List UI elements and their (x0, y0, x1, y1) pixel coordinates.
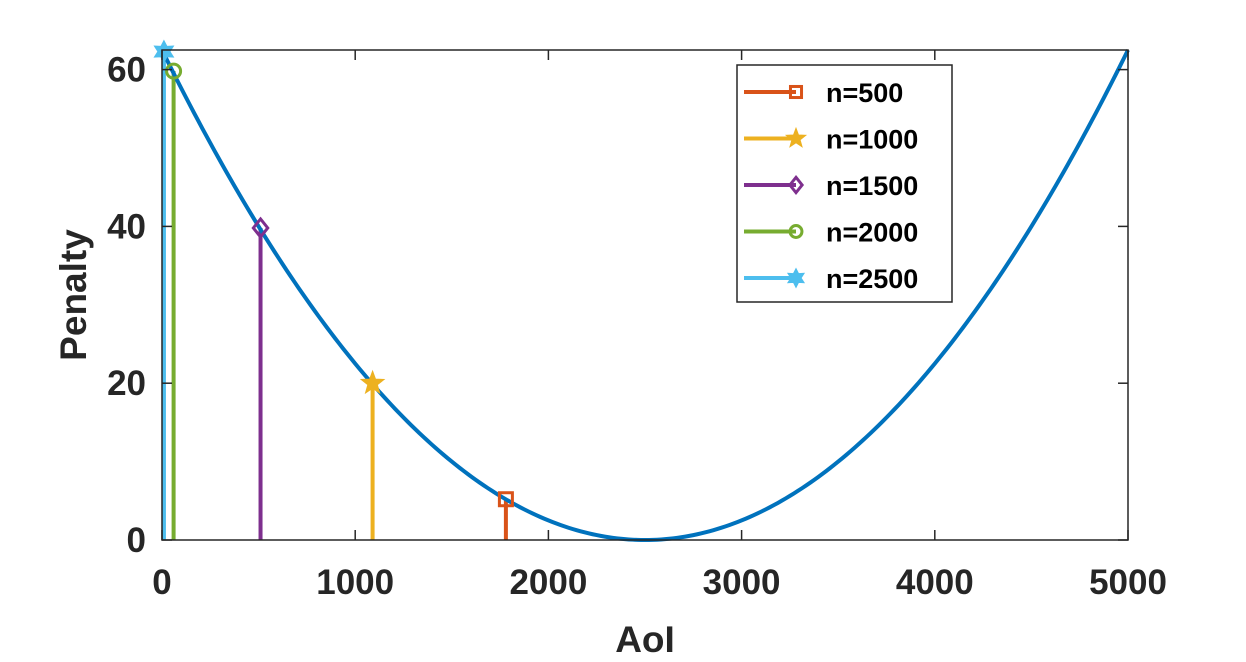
x-tick-label: 4000 (896, 563, 974, 602)
data-marker (251, 216, 270, 240)
legend-item: n=500 (744, 78, 903, 108)
y-tick-labels: 0 20 40 60 (107, 51, 146, 560)
y-tick-label: 20 (107, 364, 146, 403)
x-tick-label: 5000 (1089, 563, 1167, 602)
legend-label: n=1000 (826, 125, 918, 155)
legend-item: n=2500 (744, 264, 918, 294)
y-axis-label: Penalty (53, 229, 94, 361)
x-tick-label: 1000 (316, 563, 394, 602)
x-tick-label: 2000 (509, 563, 587, 602)
x-tick-label: 3000 (703, 563, 781, 602)
legend-marker (784, 126, 808, 148)
legend-label: n=500 (826, 78, 903, 108)
legend-item: n=2000 (744, 218, 918, 248)
x-tick-label: 0 (152, 563, 171, 602)
data-marker (165, 62, 183, 80)
data-marker (359, 369, 386, 395)
markers-layer (153, 39, 514, 508)
legend-box (736, 64, 953, 303)
x-axis-label: AoI (615, 619, 675, 660)
legend-label: n=1500 (826, 171, 918, 201)
legend-marker (786, 267, 806, 289)
y-tick-label: 60 (107, 51, 146, 90)
legend-marker (788, 84, 804, 100)
legend: n=500 n=1000 n=1500 n=2000 n=2500 (736, 64, 953, 303)
stems-layer (161, 51, 508, 540)
y-tick-label: 0 (127, 521, 146, 560)
plot-frame (161, 49, 1129, 541)
axis-ticks (161, 50, 1129, 541)
legend-marker (788, 224, 804, 239)
data-marker (153, 39, 175, 64)
legend-item: n=1000 (744, 125, 918, 155)
legend-label: n=2000 (826, 218, 918, 248)
legend-item: n=1500 (744, 171, 918, 201)
plot-background (162, 50, 1128, 540)
y-tick-label: 40 (107, 207, 146, 246)
legend-marker (787, 174, 805, 196)
legend-label: n=2500 (826, 264, 918, 294)
x-tick-labels: 0 1000 2000 3000 4000 5000 (152, 563, 1167, 602)
data-marker (497, 491, 514, 508)
